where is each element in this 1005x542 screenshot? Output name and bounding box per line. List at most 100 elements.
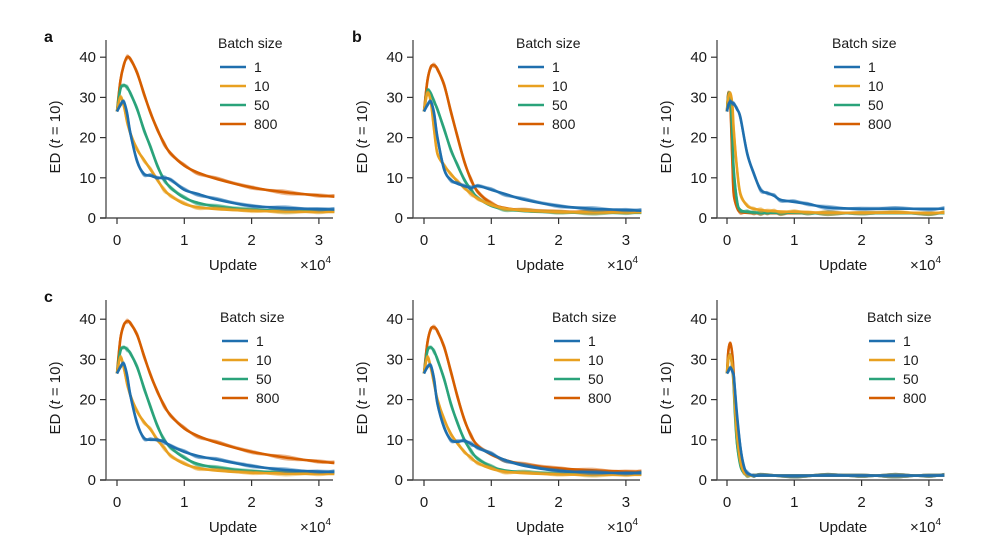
series-replicate-10 [422,355,642,478]
legend-label-800: 800 [588,390,612,406]
legend-label-50: 50 [254,97,270,113]
legend-label-50: 50 [868,97,884,113]
series-line-800 [115,319,335,465]
y-tick-label: 20 [79,130,96,147]
x-tick-label: 1 [790,494,798,511]
x-tick-label: 2 [857,232,865,249]
legend-label-50: 50 [256,371,272,387]
panel-letter: c [44,289,53,306]
series-line-50 [725,91,945,215]
x-tick-label: 2 [247,494,255,511]
x-tick-label: 1 [180,494,188,511]
series-line-10 [422,91,642,214]
series-replicate-50 [422,345,642,477]
series-line-10 [115,356,335,476]
y-tick-label: 20 [386,392,403,409]
y-axis-label: ED (t = 10) [354,101,371,174]
series-line-10 [422,356,642,477]
series-line-50 [422,88,642,215]
series-replicate-800 [725,91,945,217]
series-line-50 [422,346,642,476]
series-replicate-50 [422,87,642,216]
y-tick-label: 10 [79,432,96,449]
legend-label-1: 1 [588,333,596,349]
y-tick-label: 30 [690,351,707,368]
x-axis-label: Update [516,257,564,274]
legend-label-50: 50 [552,97,568,113]
y-tick-label: 40 [690,311,707,328]
x-axis-multiplier: ×104 [607,517,638,536]
y-axis-label: ED (t = 10) [658,101,675,174]
y-tick-label: 0 [699,210,707,227]
x-tick-label: 0 [113,232,121,249]
y-tick-label: 0 [88,472,96,489]
series-replicate-50 [115,346,335,476]
series-line-1 [422,99,642,213]
legend-label-1: 1 [868,59,876,75]
x-tick-label: 3 [925,494,933,511]
series-replicate-10 [725,92,945,216]
y-tick-label: 10 [690,170,707,187]
legend: Batch size 1 10 50 800 [552,309,617,406]
x-tick-label: 3 [925,232,933,249]
y-tick-label: 40 [690,49,707,66]
panel-4: c 0 10 20 30 40 0 1 2 3 Update ×104 ED (t = 10) Batch… [44,289,335,536]
y-tick-label: 0 [88,210,96,227]
series-line-1 [115,361,335,474]
x-tick-label: 2 [857,494,865,511]
y-axis-label: ED (t = 10) [47,362,64,435]
y-tick-label: 30 [79,89,96,106]
y-tick-label: 0 [395,210,403,227]
y-axis-label: ED (t = 10) [658,362,675,435]
legend: Batch size 1 10 50 800 [218,35,283,132]
series-line-1 [725,366,945,478]
x-tick-label: 0 [723,494,731,511]
series-replicate-1 [423,100,642,213]
series-replicate-10 [725,90,945,216]
series-replicate-1 [725,100,945,212]
legend-label-10: 10 [256,352,272,368]
series-replicate-50 [725,91,945,216]
x-axis-multiplier: ×104 [300,517,331,536]
series-line-10 [115,95,335,214]
y-tick-label: 0 [395,472,403,489]
x-tick-label: 0 [420,232,428,249]
x-tick-label: 0 [113,494,121,511]
legend-title: Batch size [552,309,617,325]
legend: Batch size 1 10 50 800 [832,35,897,132]
x-tick-label: 1 [487,494,495,511]
series-replicate-50 [422,346,642,477]
y-tick-label: 30 [79,351,96,368]
series-line-50 [115,345,335,475]
legend-label-800: 800 [552,116,576,132]
x-axis-label: Update [209,519,257,536]
legend-label-1: 1 [256,333,264,349]
x-axis-label: Update [819,519,867,536]
x-axis-multiplier: ×104 [300,255,331,274]
y-tick-label: 40 [386,311,403,328]
x-axis-multiplier: ×104 [607,255,638,274]
legend-label-800: 800 [903,390,927,406]
panel-letter: a [44,29,53,46]
y-tick-label: 10 [690,432,707,449]
legend-label-10: 10 [254,78,270,94]
x-tick-label: 3 [315,494,323,511]
x-axis-label: Update [209,257,257,274]
legend-label-10: 10 [552,78,568,94]
x-axis-multiplier: ×104 [910,255,941,274]
x-tick-label: 2 [554,232,562,249]
panel-3: 0 10 20 30 40 0 1 2 3 Update ×104 ED (t = 10) Batch … [658,35,945,274]
legend-title: Batch size [218,35,283,51]
series-replicate-50 [115,345,335,476]
legend-label-10: 10 [588,352,604,368]
y-tick-label: 10 [79,170,96,187]
y-tick-label: 20 [690,130,707,147]
series-line-10 [725,91,945,215]
y-axis-label: ED (t = 10) [47,101,64,174]
y-axis-label: ED (t = 10) [354,362,371,435]
legend-title: Batch size [220,309,285,325]
series-line-1 [422,363,642,475]
x-tick-label: 0 [420,494,428,511]
legend-label-1: 1 [903,333,911,349]
